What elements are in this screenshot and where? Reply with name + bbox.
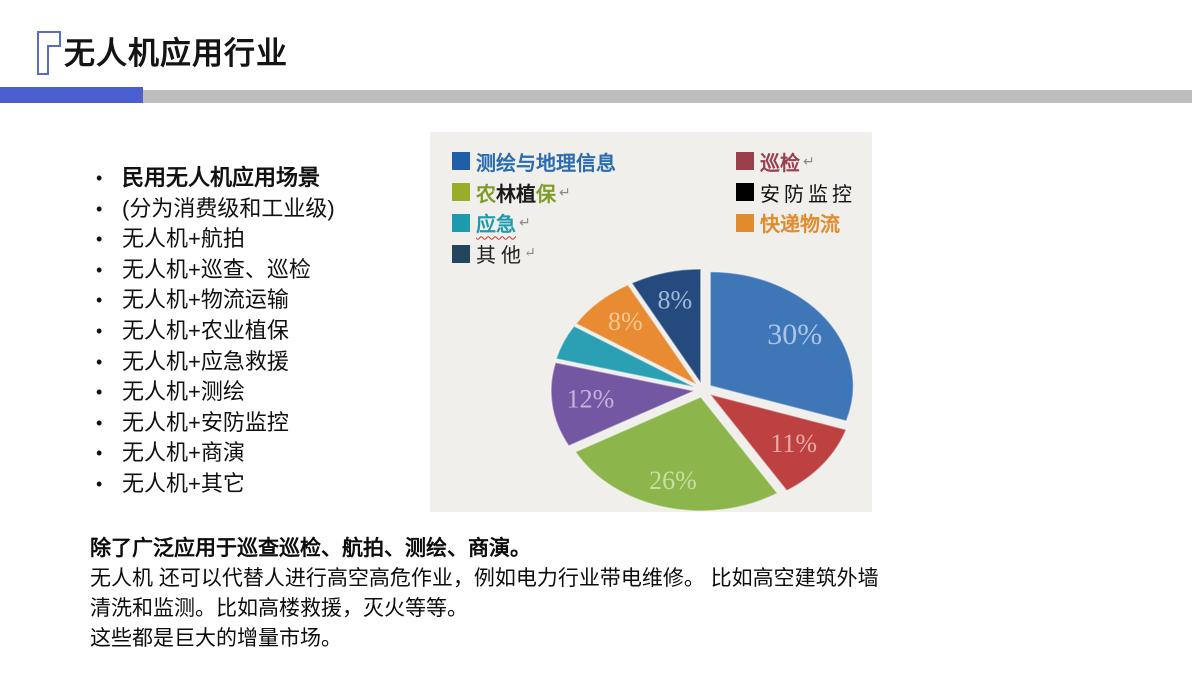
list-item-text: 无人机+应急救援 bbox=[122, 348, 289, 374]
list-item-text: 民用无人机应用场景 bbox=[122, 165, 321, 190]
footer-line: 这些都是巨大的增量市场。 bbox=[90, 627, 342, 650]
list-item: • 无人机+安防监控 bbox=[96, 408, 335, 439]
bullet-dot: • bbox=[96, 290, 103, 311]
legend-swatch bbox=[452, 183, 470, 202]
list-item: • 无人机+航拍 bbox=[96, 224, 335, 255]
footer-line: 除了广泛应用于巡查巡检、航拍、测绘、商演。 bbox=[90, 537, 531, 560]
footer-line: 无人机 还可以代替人进行高空高危作业，例如电力行业带电维修。 比如高空建筑外墙 bbox=[90, 567, 879, 590]
list-item-text: 无人机+其它 bbox=[122, 470, 245, 496]
divider-blue-accent bbox=[0, 87, 143, 103]
legend-item-security: 安防监控 bbox=[736, 177, 859, 208]
footer-line: 清洗和监测。比如高楼救援，灭火等等。 bbox=[90, 597, 468, 620]
list-item: • 无人机+巡查、巡检 bbox=[96, 255, 335, 286]
bullet-dot: • bbox=[96, 382, 103, 403]
list-item: • 无人机+测绘 bbox=[96, 377, 335, 408]
bullet-dot: • bbox=[96, 443, 103, 464]
legend-label: 农 bbox=[476, 183, 496, 206]
legend-item-logistics: 快递物流 bbox=[736, 208, 859, 239]
list-item-text: 无人机+物流运输 bbox=[122, 287, 289, 313]
list-item-text: 无人机+测绘 bbox=[122, 379, 245, 405]
bullet-dot: • bbox=[96, 351, 103, 372]
legend-item-mapping: 测绘与地理信息 bbox=[452, 146, 619, 177]
corner-bracket-icon bbox=[37, 31, 61, 75]
pie-chart-figure: 30% 11% 26% 12% 8% 8% 测绘与地理信息 农 林植 保 ↵ 应急 ↵ bbox=[430, 132, 872, 512]
list-item-text: 无人机+航拍 bbox=[122, 226, 245, 252]
legend-swatch bbox=[452, 244, 470, 263]
pie-slice bbox=[709, 271, 854, 422]
legend-label: 其 他 bbox=[476, 245, 521, 268]
bullet-dot: • bbox=[96, 320, 103, 341]
pie-slice bbox=[630, 268, 702, 386]
footer-paragraph: 除了广泛应用于巡查巡检、航拍、测绘、商演。 无人机 还可以代替人进行高空高危作业… bbox=[90, 534, 879, 654]
list-item-text: 无人机+商演 bbox=[122, 440, 245, 466]
legend-swatch bbox=[452, 152, 470, 171]
bullet-list: • 民用无人机应用场景 • (分为消费级和工业级) • 无人机+航拍 • 无人机+巡查、… bbox=[96, 163, 335, 500]
list-item: • 无人机+其它 bbox=[96, 469, 335, 500]
pie-slice-label: 26% bbox=[649, 466, 697, 495]
legend-right-column: 巡检 ↵ 安防监控 快递物流 bbox=[736, 146, 859, 238]
return-mark: ↵ bbox=[524, 246, 536, 262]
return-mark: ↵ bbox=[803, 152, 815, 169]
legend-label: 林植 bbox=[496, 183, 536, 206]
pie-slice bbox=[550, 361, 697, 447]
pie-slice-label: 30% bbox=[767, 318, 822, 351]
legend-item-agriculture: 农 林植 保 ↵ bbox=[452, 177, 619, 208]
divider-gray-bar bbox=[0, 90, 1192, 103]
legend-label: 巡检 bbox=[760, 152, 800, 175]
bullet-dot: • bbox=[96, 229, 103, 250]
pie-chart: 30% 11% 26% 12% 8% 8% bbox=[550, 268, 854, 512]
bullet-dot: • bbox=[96, 473, 103, 494]
list-item-text: 无人机+安防监控 bbox=[122, 409, 289, 435]
legend-swatch bbox=[736, 152, 754, 171]
pie-slice bbox=[574, 396, 779, 512]
list-item-text: 无人机+农业植保 bbox=[122, 317, 289, 343]
legend-label: 应急 bbox=[476, 214, 516, 237]
legend-item-emergency: 应急 ↵ bbox=[452, 208, 619, 239]
pie-slice bbox=[574, 283, 698, 386]
legend-item-inspection: 巡检 ↵ bbox=[736, 146, 859, 177]
legend-label: 保 bbox=[536, 183, 556, 206]
return-mark: ↵ bbox=[559, 183, 571, 200]
list-item-text: (分为消费级和工业级) bbox=[122, 195, 335, 221]
legend-item-other: 其 他 ↵ bbox=[452, 238, 619, 269]
list-item: • (分为消费级和工业级) bbox=[96, 194, 335, 225]
bullet-dot: • bbox=[96, 198, 103, 219]
pie-slice bbox=[555, 325, 696, 388]
legend-label: 安防监控 bbox=[760, 183, 856, 206]
bullet-dot: • bbox=[96, 259, 103, 280]
list-item-text: 无人机+巡查、巡检 bbox=[122, 256, 311, 282]
legend-label: 快递物流 bbox=[760, 214, 840, 237]
list-item: • 无人机+农业植保 bbox=[96, 316, 335, 347]
list-item: • 民用无人机应用场景 bbox=[96, 163, 335, 194]
legend-label: 测绘与地理信息 bbox=[476, 152, 616, 175]
page-title: 无人机应用行业 bbox=[64, 36, 288, 71]
legend-swatch bbox=[736, 183, 754, 202]
legend-left-column: 测绘与地理信息 农 林植 保 ↵ 应急 ↵ 其 他 ↵ bbox=[452, 146, 619, 269]
pie-slice-label: 12% bbox=[567, 384, 615, 413]
return-mark: ↵ bbox=[519, 214, 531, 231]
legend-swatch bbox=[452, 213, 470, 232]
bullet-dot: • bbox=[96, 412, 103, 433]
list-item: • 无人机+商演 bbox=[96, 438, 335, 469]
legend-swatch bbox=[736, 213, 754, 232]
pie-slice-label: 8% bbox=[608, 307, 643, 336]
list-item: • 无人机+物流运输 bbox=[96, 285, 335, 316]
pie-slice bbox=[708, 393, 848, 492]
pie-slice-label: 8% bbox=[657, 285, 692, 314]
list-item: • 无人机+应急救援 bbox=[96, 347, 335, 378]
pie-slice-label: 11% bbox=[770, 429, 817, 458]
bullet-dot: • bbox=[96, 168, 103, 188]
